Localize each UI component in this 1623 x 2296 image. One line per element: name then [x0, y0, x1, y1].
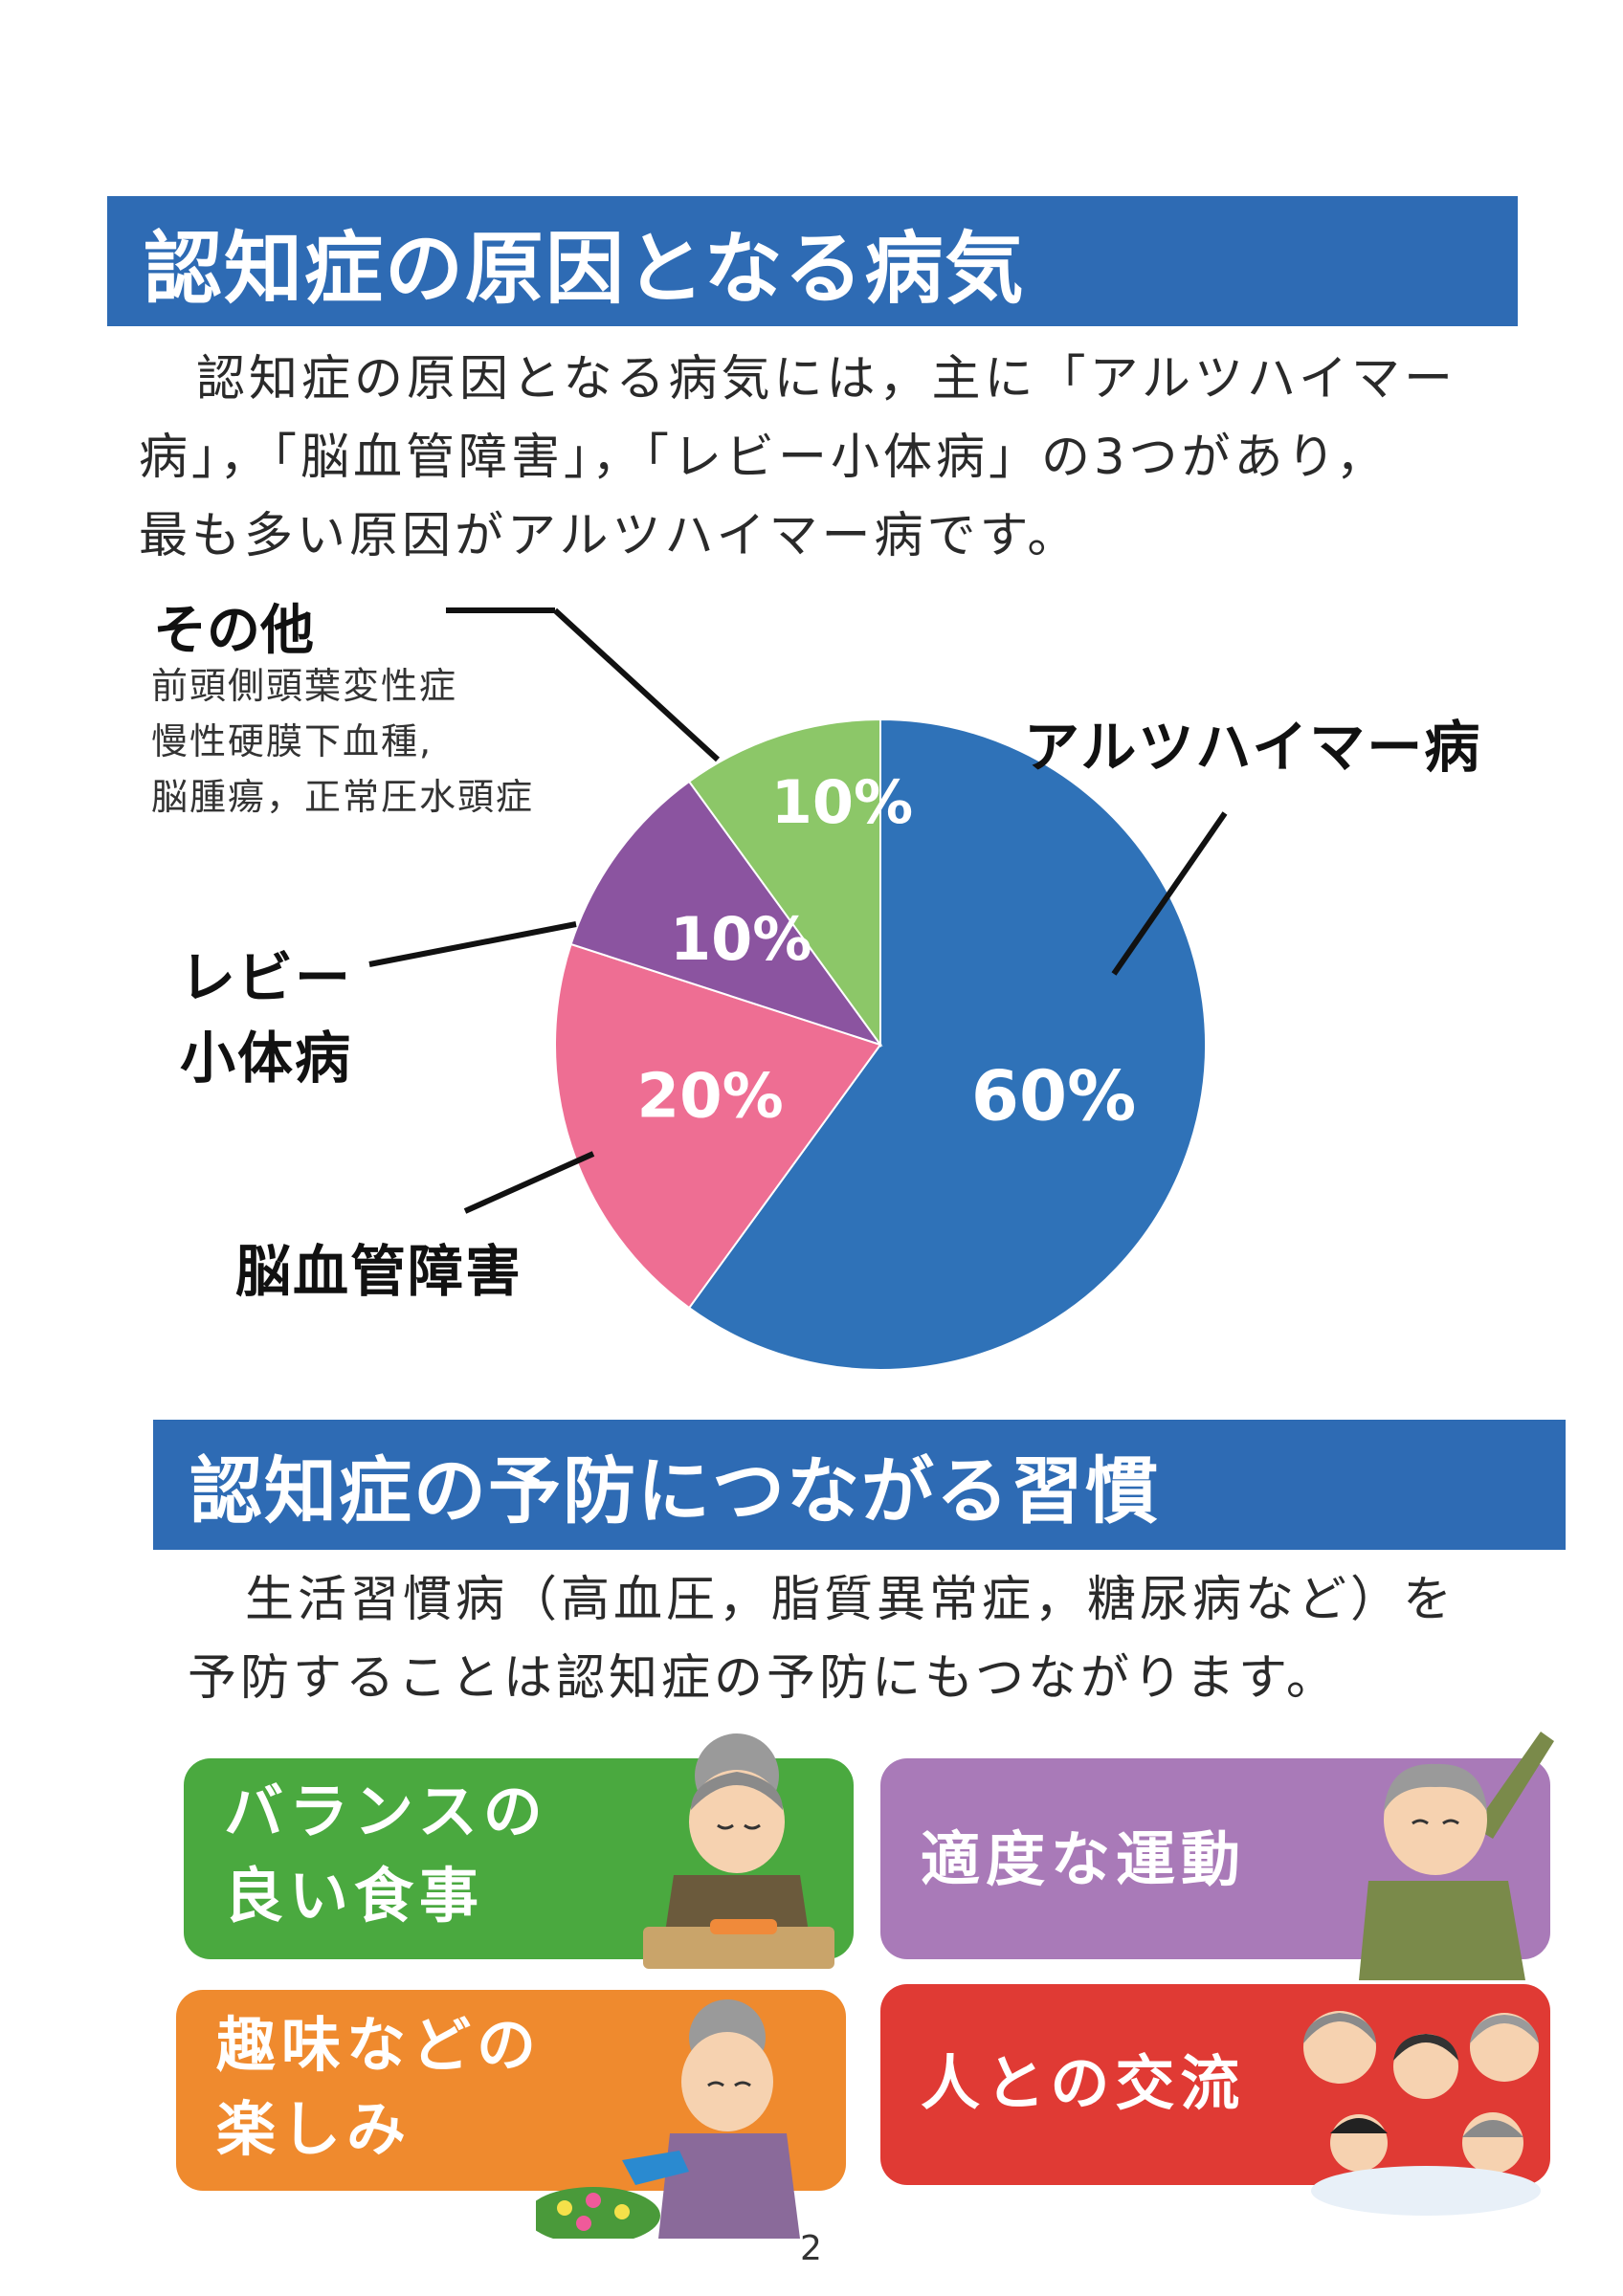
label-alzheimer: アルツハイマー病 — [1024, 715, 1482, 780]
prevention-paragraph: 生活習慣病（高血圧，脂質異常症，糖尿病など）を 予防することは認知症の予防にもつ… — [188, 1561, 1546, 1718]
section-heading-prevention: 認知症の予防につながる習慣 — [153, 1420, 1566, 1550]
card-text: 適度な運動 — [921, 1818, 1246, 1902]
leader-line-lewy — [368, 921, 577, 967]
gardening-elderly-woman-illustration — [536, 1999, 800, 2239]
page-number: 2 — [800, 2229, 822, 2268]
pie-slice-alzheimer — [687, 718, 1207, 1371]
detail-line: 前頭側頭葉変性症 — [151, 665, 458, 707]
leader-line-alzheimer — [1111, 811, 1228, 976]
card-line: 良い食事 — [224, 1861, 485, 1931]
heading-text: 認知症の原因となる病気 — [144, 223, 1026, 315]
pct-label-vascular: 20% — [637, 1061, 784, 1132]
pie-slice-lewy — [569, 780, 883, 1047]
causes-paragraph: 認知症の原因となる病気には，主に「アルツハイマー 病」，「脳血管障害」，「レビー… — [139, 341, 1517, 576]
label-other: その他 — [153, 600, 314, 662]
card-line: 趣味などの — [216, 2010, 543, 2080]
detail-line: 脳腫瘍，正常圧水頭症 — [151, 776, 535, 818]
card-text: 趣味などの 楽しみ — [216, 2003, 542, 2172]
card-line: バランスの — [224, 1777, 548, 1846]
paragraph-line: 認知症の原因となる病気には，主に「アルツハイマー — [196, 351, 1456, 408]
pct-label-lewy: 10% — [670, 904, 812, 974]
label-vascular: 脳血管障害 — [235, 1239, 523, 1304]
paragraph-line: 予防することは認知症の予防にもつながります。 — [188, 1650, 1339, 1707]
group-gathering-illustration — [1303, 2011, 1541, 2216]
label-line: 小体病 — [180, 1026, 353, 1091]
other-causes-detail: 前頭側頭葉変性症 慢性硬膜下血種, 脳腫瘍，正常圧水頭症 — [151, 658, 534, 825]
card-text: バランスの 良い食事 — [224, 1770, 548, 1938]
leader-line-other — [552, 607, 721, 762]
exercising-elderly-man-illustration — [1359, 1732, 1554, 1980]
paragraph-line: 生活習慣病（高血圧，脂質異常症，糖尿病など）を — [245, 1572, 1456, 1628]
paragraph-line: 病」，「脳血管障害」，「レビー小体病」の3つがあり， — [139, 430, 1389, 486]
label-line: レビー — [180, 945, 353, 1010]
card-line: 人との交流 — [921, 2048, 1246, 2118]
card-text: 人との交流 — [921, 2042, 1245, 2126]
card-line: 楽しみ — [216, 2094, 412, 2164]
detail-line: 慢性硬膜下血種, — [151, 720, 434, 762]
cooking-elderly-woman-illustration — [643, 1733, 834, 1969]
section-heading-causes: 認知症の原因となる病気 — [107, 196, 1518, 326]
paragraph-line: 最も多い原因がアルツハイマー病です。 — [139, 508, 1080, 564]
heading-text: 認知症の予防につながる習慣 — [189, 1448, 1160, 1534]
pie-slice-other — [687, 718, 881, 1049]
pie-slice-vascular — [553, 942, 882, 1310]
pct-label-alzheimer: 60% — [971, 1055, 1136, 1136]
card-line: 適度な運動 — [921, 1824, 1247, 1894]
label-lewy: レビー 小体病 — [180, 938, 352, 1098]
pct-label-other: 10% — [771, 767, 913, 837]
leader-line-vascular — [463, 1151, 595, 1214]
